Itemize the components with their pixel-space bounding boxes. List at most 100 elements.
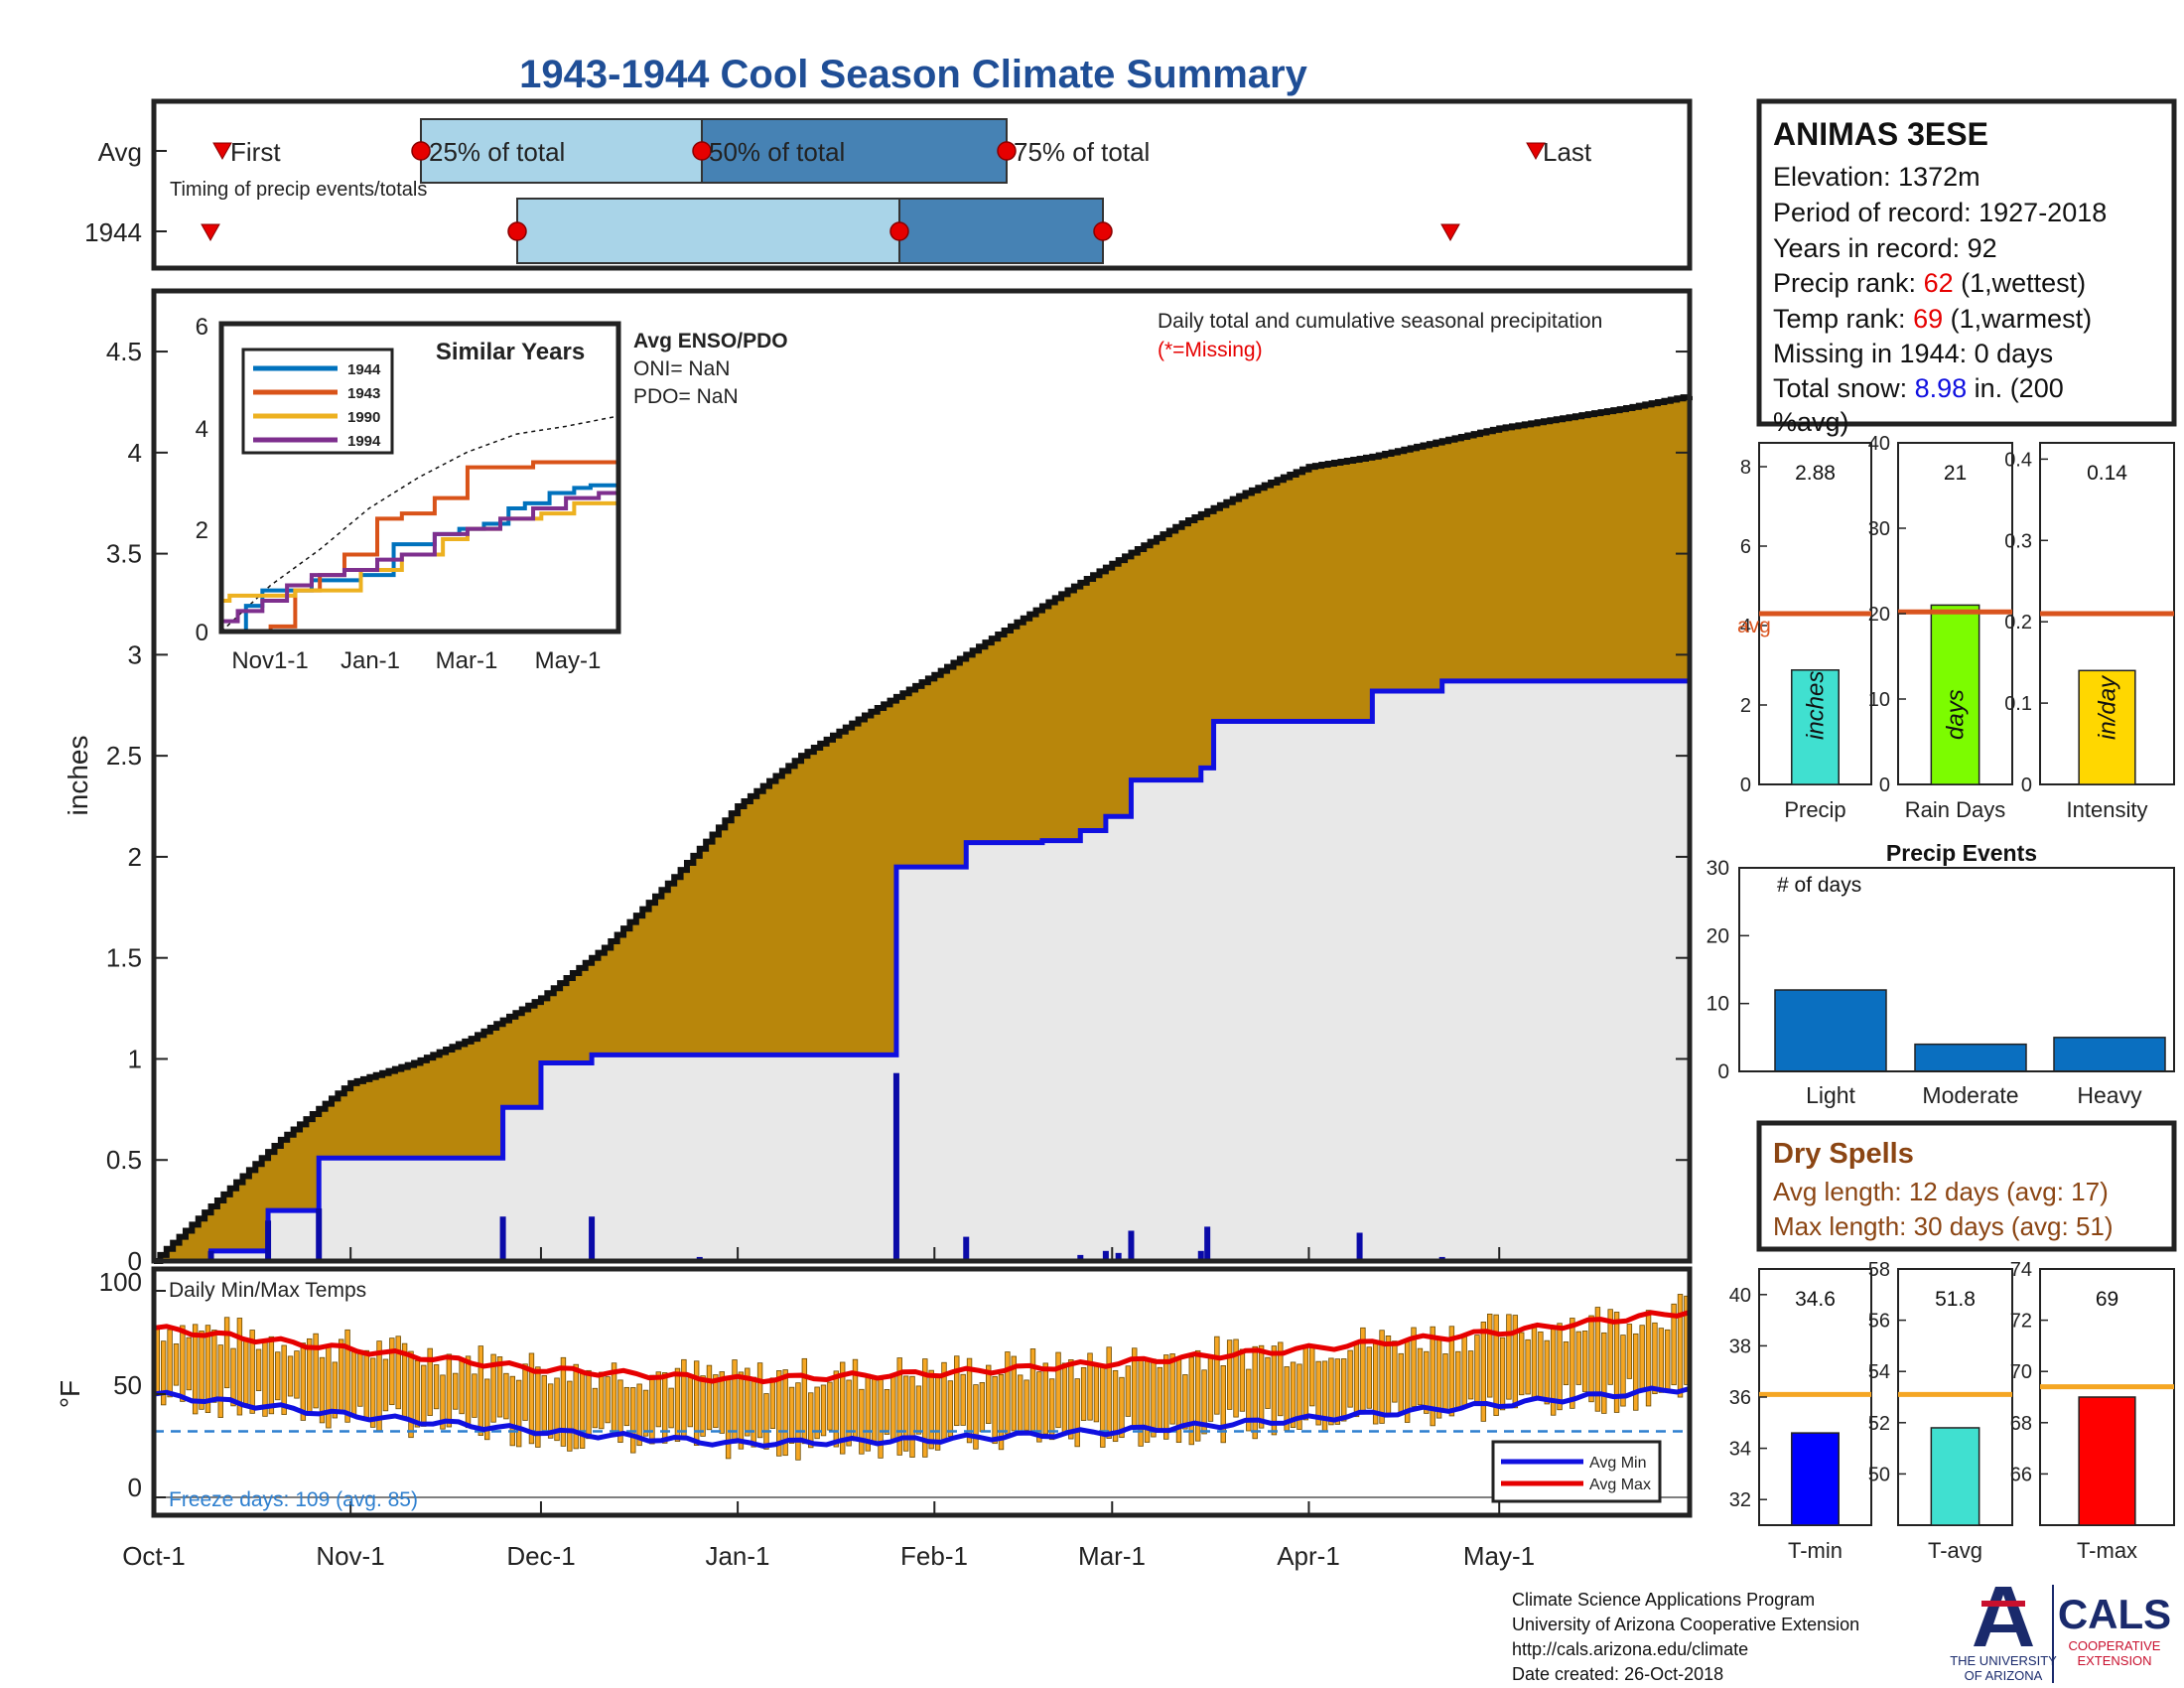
station-temp-rank: Temp rank: 69 (1,warmest)	[1773, 304, 2092, 334]
daily-temp-bar	[1214, 1336, 1220, 1415]
mini-panel-tick-label: 0.2	[2004, 612, 2032, 633]
mini-panel-value: 69	[2096, 1288, 2118, 1311]
daily-temp-bar	[503, 1372, 509, 1420]
daily-temp-bar	[453, 1372, 459, 1410]
daily-temp-bar	[1055, 1351, 1061, 1429]
mini-panel-tick-label: 0	[1879, 774, 1890, 796]
mini-panel-value: 0.14	[2087, 462, 2127, 485]
daily-temp-bar	[1233, 1338, 1239, 1418]
daily-temp-bar	[1207, 1356, 1214, 1422]
daily-temp-bar	[1671, 1303, 1677, 1386]
month-axis: Oct-1 Nov-1 Dec-1 Jan-1 Feb-1 Mar-1 Apr-…	[122, 1541, 1535, 1571]
timing-avg-p25-marker	[411, 141, 431, 161]
mini-panel-tick-label: 54	[1868, 1361, 1890, 1383]
daily-precip-bar	[963, 1236, 970, 1261]
daily-precip-bar	[1204, 1226, 1211, 1261]
temp-ytick-100: 100	[99, 1267, 142, 1297]
daily-temp-bar	[668, 1387, 674, 1429]
events-tick-label: 30	[1706, 857, 1729, 880]
daily-temp-bar	[1652, 1322, 1658, 1395]
mini-panel-tick-label: 52	[1868, 1413, 1890, 1435]
similar-ytick-6: 6	[196, 314, 208, 341]
timing-avg-q1-bar	[420, 118, 703, 184]
daily-temp-bar	[1538, 1331, 1544, 1399]
station-elevation: Elevation: 1372m	[1773, 162, 1980, 192]
main-missing-note: (*=Missing)	[1158, 339, 1263, 361]
daily-temp-bar	[496, 1356, 503, 1418]
daily-temp-bar	[1677, 1294, 1684, 1398]
month-label-nov: Nov-1	[316, 1541, 384, 1571]
daily-temp-bar	[1417, 1347, 1424, 1406]
daily-temp-bar	[186, 1336, 192, 1391]
mini-panel-label: T-max	[2077, 1538, 2137, 1563]
daily-temp-bar	[1633, 1333, 1639, 1411]
events-bar	[2053, 1037, 2166, 1072]
daily-temp-bar	[1506, 1314, 1512, 1400]
season-cumulative-area	[154, 678, 1690, 1261]
daily-temp-bar	[1106, 1346, 1112, 1439]
daily-temp-bar	[890, 1373, 896, 1441]
daily-temp-bar	[1157, 1366, 1163, 1430]
similar-legend-label-1994: 1994	[347, 433, 381, 450]
daily-temp-bar	[1138, 1357, 1144, 1447]
similar-xtick-mar: Mar-1	[436, 647, 498, 674]
daily-temp-bar	[414, 1359, 421, 1428]
temp-ylabel: °F	[55, 1380, 85, 1408]
main-y-tick-label: 1	[128, 1044, 142, 1073]
main-y-tick-label: 2.5	[106, 741, 142, 771]
mini-panel-label: Rain Days	[1905, 797, 2005, 822]
daily-temp-bar	[236, 1318, 243, 1416]
daily-temp-bar	[363, 1349, 369, 1421]
mini-panel-tick-label: 8	[1740, 457, 1751, 479]
daily-temp-bar	[902, 1375, 909, 1452]
daily-temp-bar	[1163, 1354, 1169, 1440]
station-missing: Missing in 1944: 0 days	[1773, 339, 2053, 368]
daily-temp-bar	[719, 1371, 725, 1434]
daily-temp-bar	[599, 1371, 605, 1430]
avg-max-temp-line	[153, 1310, 1691, 1385]
daily-temp-bar	[623, 1386, 630, 1427]
daily-temp-bar	[1265, 1356, 1271, 1409]
temp-legend-label-min: Avg Min	[1589, 1455, 1647, 1472]
main-y-tick-label: 4	[128, 438, 142, 468]
daily-temp-bar	[947, 1380, 954, 1437]
daily-temp-bar	[1512, 1315, 1519, 1409]
daily-temp-bar	[871, 1376, 878, 1443]
temp-legend-box	[1491, 1440, 1662, 1503]
avg-min-temp-line	[153, 1385, 1691, 1449]
daily-temp-bar	[478, 1345, 484, 1436]
timing-1944-q2-bar	[898, 198, 1104, 264]
daily-temp-bar	[605, 1376, 611, 1424]
daily-temp-bar	[307, 1337, 313, 1416]
daily-temp-bar	[1029, 1348, 1036, 1434]
daily-temp-bar	[472, 1373, 478, 1418]
daily-temp-bar	[1194, 1349, 1201, 1442]
daily-temp-bar	[344, 1329, 350, 1423]
mini-panel-tick-label: 10	[1868, 689, 1890, 711]
mini-panel-tick-label: 32	[1729, 1489, 1751, 1511]
daily-temp-bar	[1461, 1335, 1467, 1408]
daily-temp-bar	[1411, 1327, 1417, 1407]
daily-temp-bar	[1042, 1362, 1048, 1435]
month-label-dec: Dec-1	[506, 1541, 575, 1571]
main-y-tick-label: 1.5	[106, 943, 142, 973]
daily-temp-bar	[1620, 1335, 1626, 1407]
daily-temp-bar	[966, 1357, 973, 1444]
daily-temp-bar	[465, 1355, 472, 1429]
footer-line-4: Date created: 26-Oct-2018	[1512, 1664, 1723, 1684]
daily-temp-bar	[814, 1386, 820, 1440]
month-label-mar: Mar-1	[1078, 1541, 1146, 1571]
avg-cumulative-line	[154, 394, 1693, 1264]
timing-1944-first-marker	[201, 223, 220, 242]
daily-temp-bar	[1119, 1376, 1125, 1439]
daily-temp-bar	[642, 1389, 649, 1437]
mini-panel-tick-label: 0	[1740, 774, 1751, 796]
precip-summary-panels: 0 2 4 6 8 2.88 Precip inches avg 0 10 20 30 40 21 Rain …	[1737, 433, 2175, 822]
mini-panel-tick-label: 2	[1740, 695, 1751, 717]
month-label-jan: Jan-1	[705, 1541, 769, 1571]
cals-logo-sub-1: COOPERATIVE	[2069, 1638, 2161, 1653]
mini-panel-tick-label: 50	[1868, 1464, 1890, 1485]
daily-temp-bar	[541, 1375, 547, 1434]
daily-temp-bar	[1182, 1374, 1188, 1430]
daily-temp-bar	[1448, 1326, 1455, 1417]
